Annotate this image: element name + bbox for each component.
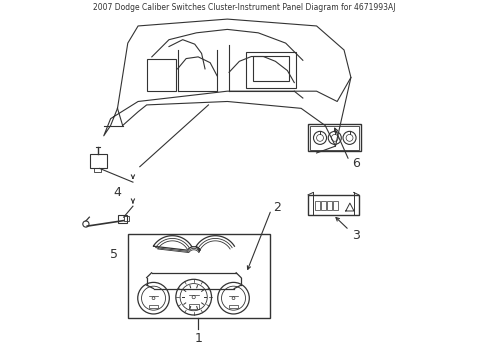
Bar	[309, 126, 359, 149]
Bar	[90, 154, 106, 168]
Bar	[320, 201, 325, 210]
Bar	[149, 305, 158, 309]
Bar	[146, 59, 176, 91]
Bar	[118, 215, 127, 222]
Text: 1: 1	[194, 332, 202, 345]
Bar	[228, 305, 238, 309]
Text: 2: 2	[273, 201, 281, 215]
Text: 5: 5	[110, 248, 118, 261]
Bar	[123, 216, 129, 221]
Text: 4: 4	[113, 186, 121, 199]
Bar	[307, 195, 358, 215]
Bar	[326, 201, 331, 210]
Bar	[253, 56, 288, 81]
Bar	[94, 168, 101, 172]
Bar	[127, 234, 270, 318]
Bar	[332, 201, 337, 210]
Bar	[314, 201, 319, 210]
Text: 3: 3	[351, 229, 359, 242]
Text: 6: 6	[351, 157, 359, 170]
Bar	[307, 125, 361, 151]
Title: 2007 Dodge Caliber Switches Cluster-Instrument Panel Diagram for 4671993AJ: 2007 Dodge Caliber Switches Cluster-Inst…	[93, 3, 395, 12]
Bar	[188, 305, 199, 309]
Bar	[246, 52, 295, 88]
